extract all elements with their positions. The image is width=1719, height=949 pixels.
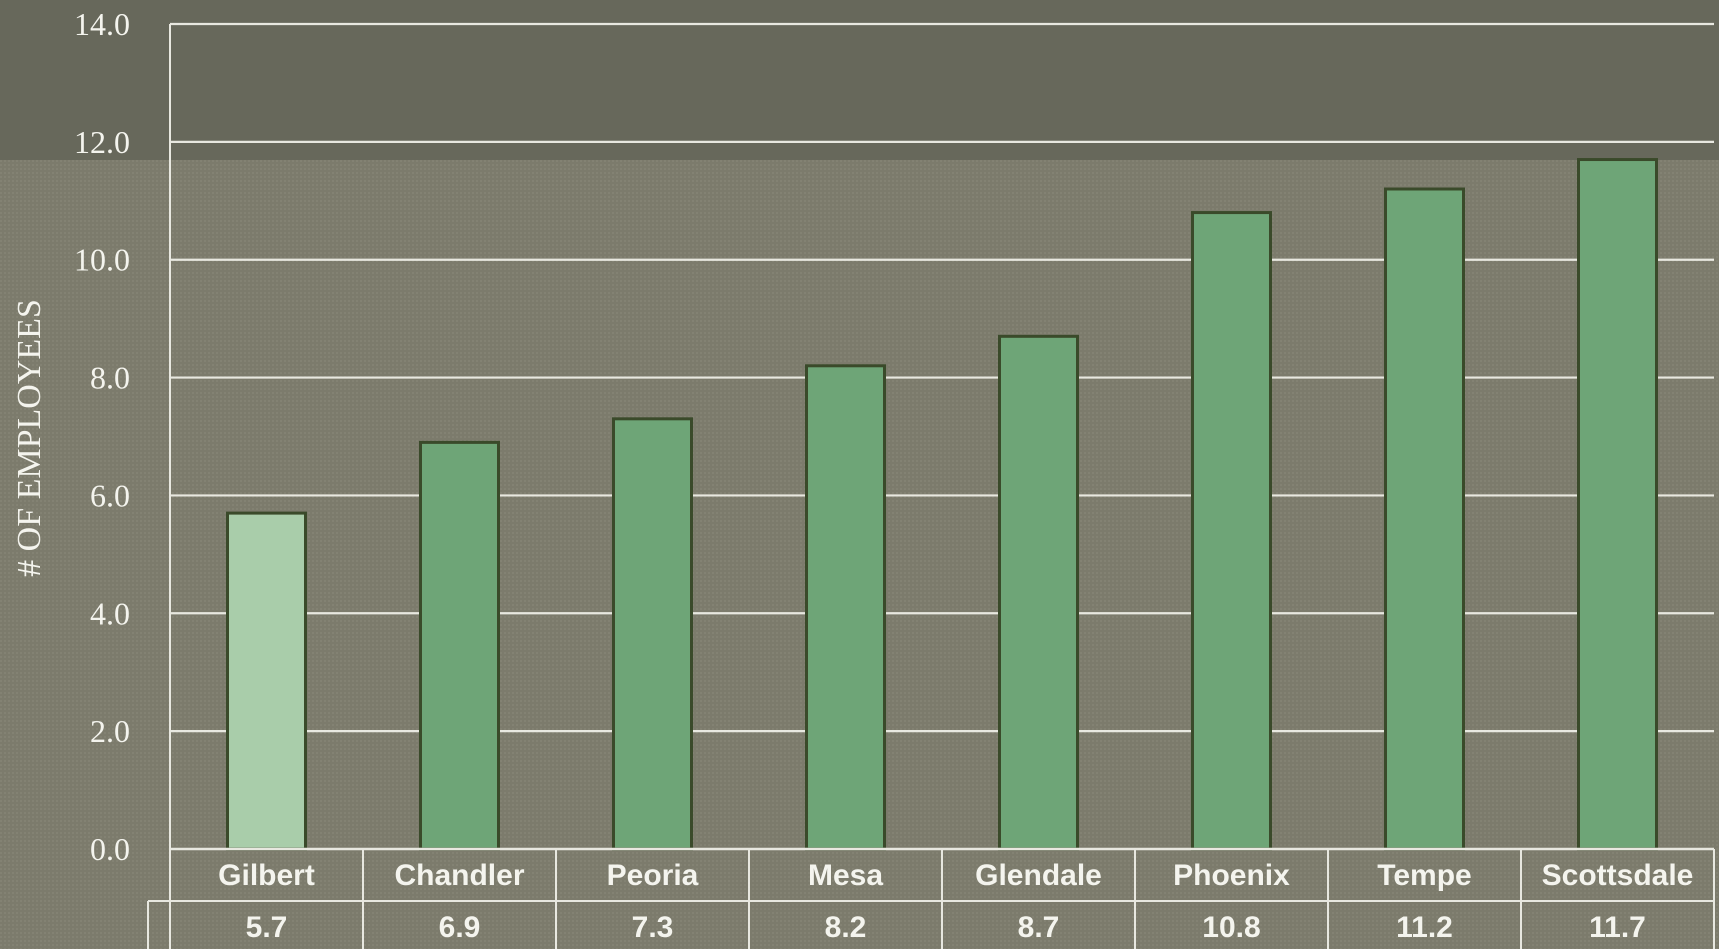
data-label: 5.7 (246, 911, 288, 944)
bar (1384, 187, 1465, 851)
x-tick-label: Peoria (607, 859, 699, 892)
bar (1577, 158, 1658, 851)
x-tick-label: Chandler (394, 859, 524, 892)
bar (226, 511, 307, 851)
y-tick-label: 14.0 (74, 6, 130, 42)
y-tick-label: 0.0 (90, 831, 130, 867)
x-tick-label: Phoenix (1173, 859, 1290, 892)
bar (998, 334, 1079, 851)
data-label: 7.3 (632, 911, 674, 944)
data-label: 6.9 (439, 911, 481, 944)
x-tick-label: Glendale (975, 859, 1102, 892)
bar (612, 417, 693, 851)
x-tick-label: Mesa (808, 859, 883, 892)
bar (419, 440, 500, 851)
y-tick-label: 6.0 (90, 477, 130, 513)
x-tick-label: Tempe (1377, 859, 1471, 892)
data-label: 10.8 (1202, 911, 1260, 944)
bar (1191, 211, 1272, 851)
data-label: 8.2 (825, 911, 867, 944)
data-label: 11.7 (1589, 911, 1646, 944)
data-label: 8.7 (1018, 911, 1060, 944)
y-tick-label: 10.0 (74, 242, 130, 278)
y-tick-label: 2.0 (90, 713, 130, 749)
y-tick-label: 8.0 (90, 360, 130, 396)
y-axis-label: # OF EMPLOYEES (11, 299, 48, 577)
y-tick-label: 4.0 (90, 595, 130, 631)
data-label: 11.2 (1396, 911, 1453, 944)
y-tick-label: 12.0 (74, 124, 130, 160)
x-tick-label: Scottsdale (1542, 859, 1694, 892)
x-tick-label: Gilbert (218, 859, 315, 892)
top-band (0, 0, 1719, 160)
bar (805, 364, 886, 851)
